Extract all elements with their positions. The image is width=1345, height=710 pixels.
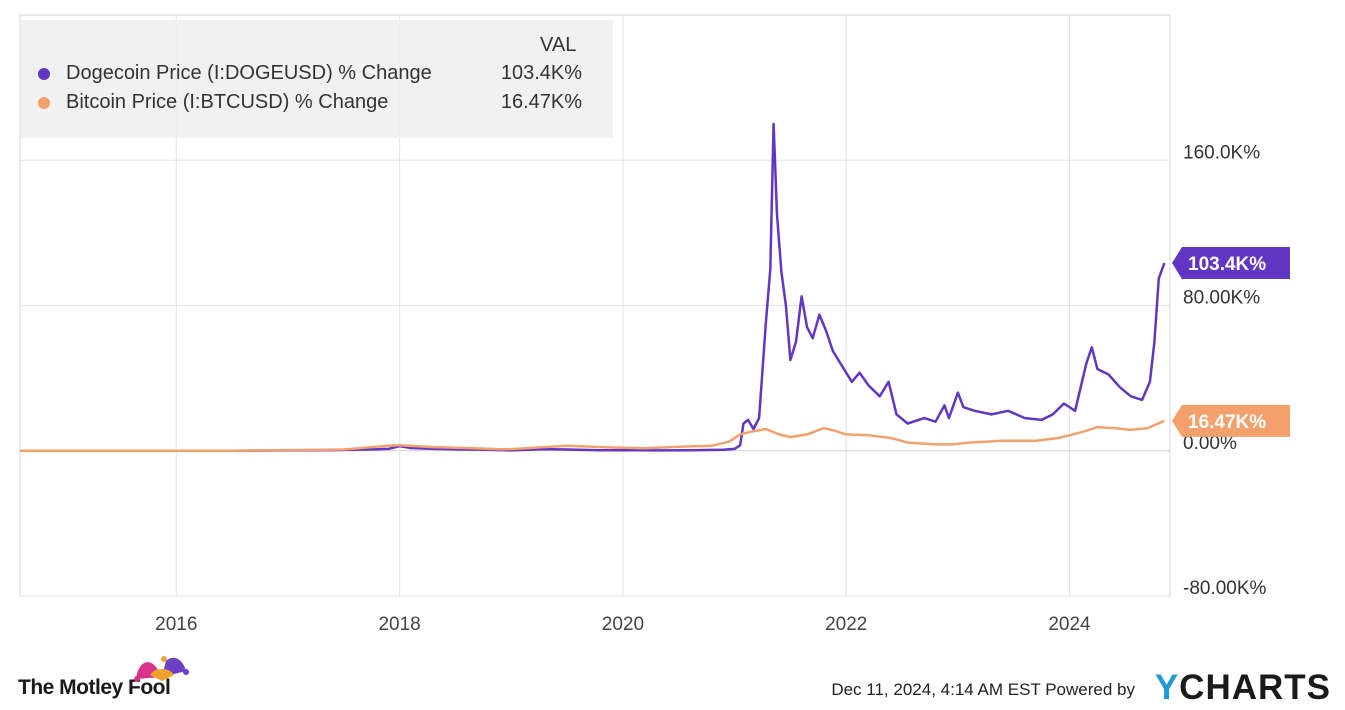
ycharts-logo[interactable]: YCHARTS [1155, 668, 1331, 708]
series-line-dogecoin [20, 122, 1166, 453]
badge-shape [1172, 404, 1290, 437]
legend-label: Bitcoin Price (I:BTCUSD) % Change [66, 91, 389, 113]
end-value-badge-bitcoin: 16.47K% [1172, 404, 1290, 437]
jester-hat-icon [134, 656, 189, 682]
legend-label: Dogecoin Price (I:DOGEUSD) % Change [66, 62, 432, 84]
legend-header: VAL [540, 34, 577, 56]
y-tick-label: 80.00K% [1183, 288, 1260, 309]
y-tick-label: 160.0K% [1183, 142, 1260, 163]
x-tick-label: 2020 [602, 614, 644, 635]
x-tick-label: 2024 [1048, 614, 1091, 635]
y-tick-label: 0.00% [1183, 433, 1237, 454]
ycharts-y: Y [1154, 668, 1180, 707]
badge-label: 103.4K% [1188, 254, 1266, 275]
x-tick-label: 2022 [825, 614, 867, 635]
legend-value: 103.4K% [500, 62, 582, 84]
timestamp: Dec 11, 2024, 4:14 AM EST Powered by [831, 680, 1135, 699]
legend-item-bitcoin[interactable]: Bitcoin Price (I:BTCUSD) % Change 16.47K… [38, 91, 598, 115]
end-value-badge-dogecoin: 103.4K% [1172, 247, 1290, 280]
legend-item-dogecoin[interactable]: Dogecoin Price (I:DOGEUSD) % Change 103.… [38, 62, 598, 86]
ycharts-wordmark: CHARTS [1179, 668, 1331, 707]
brand-name: The Motley Fool [18, 676, 171, 699]
badge-shape [1172, 247, 1290, 280]
series-line-bitcoin [20, 419, 1165, 453]
x-tick-label: 2016 [155, 614, 197, 635]
dogecoin-marker-icon [38, 68, 50, 80]
badge-label: 16.47K% [1188, 412, 1266, 433]
y-tick-label: -80.00K% [1183, 578, 1267, 599]
bitcoin-marker-icon [38, 97, 50, 109]
legend-value: 16.47K% [500, 91, 582, 113]
x-tick-label: 2018 [378, 614, 420, 635]
legend [21, 20, 613, 138]
